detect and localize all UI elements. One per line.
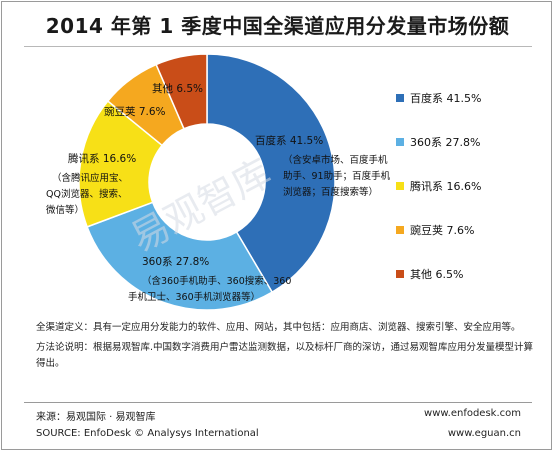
slice-label-3: 腾讯系 16.6% bbox=[68, 152, 136, 165]
slice-label-5: 其他 6.5% bbox=[152, 82, 203, 95]
slice-detail-3-3: 微信等） bbox=[46, 204, 84, 216]
legend-label-5: 其他 6.5% bbox=[410, 268, 463, 281]
legend-swatch-2 bbox=[396, 138, 404, 146]
method-note: 方法论说明：根据易观智库.中国数字消费用户雷达监测数据，以及标杆厂商的深访，通过… bbox=[36, 342, 534, 369]
slice-detail-3-2: QQ浏览器、搜索、 bbox=[46, 188, 127, 200]
slice-3 bbox=[78, 99, 164, 228]
slice-detail-2-2: 手机卫士、360手机浏览器等） bbox=[128, 291, 260, 303]
legend-swatch-3 bbox=[396, 182, 404, 190]
source-url-enfodesk: www.enfodesk.com bbox=[424, 408, 521, 419]
legend-swatch-1 bbox=[396, 94, 404, 102]
legend-swatch-4 bbox=[396, 226, 404, 234]
footer-divider bbox=[24, 402, 532, 403]
slice-5 bbox=[155, 53, 208, 130]
notes-block: 全渠道定义：具有一定应用分发能力的软件、应用、网站，其中包括：应用商店、浏览器、… bbox=[36, 320, 534, 376]
legend-label-2: 360系 27.8% bbox=[410, 136, 480, 149]
legend-swatch-5 bbox=[396, 270, 404, 278]
source-en: SOURCE: EnfoDesk © Analysys Internationa… bbox=[36, 428, 259, 439]
slice-detail-2-1: （含360手机助手、360搜索、360 bbox=[142, 275, 291, 287]
legend-label-4: 豌豆荚 7.6% bbox=[410, 223, 474, 237]
chart-title: 2014 年第 1 季度中国全渠道应用分发量市场份额 bbox=[45, 14, 510, 38]
slice-detail-1-2: 助手、91助手；百度手机 bbox=[283, 170, 391, 182]
legend-label-3: 腾讯系 16.6% bbox=[410, 179, 481, 193]
source-cn: 来源：易观国际 · 易观智库 bbox=[36, 412, 156, 423]
slice-1 bbox=[206, 53, 336, 294]
definition-note: 全渠道定义：具有一定应用分发能力的软件、应用、网站，其中包括：应用商店、浏览器、… bbox=[36, 322, 521, 333]
slice-label-1: 百度系 41.5% bbox=[255, 134, 323, 147]
slice-2 bbox=[86, 201, 274, 311]
slice-label-2: 360系 27.8% bbox=[142, 256, 209, 268]
source-url-eguan: www.eguan.cn bbox=[447, 428, 521, 439]
legend-label-1: 百度系 41.5% bbox=[410, 91, 481, 105]
slice-label-4: 豌豆荚 7.6% bbox=[104, 105, 166, 118]
slice-detail-3-1: （含腾讯应用宝、 bbox=[52, 172, 128, 184]
slice-detail-1-1: （含安卓市场、百度手机 bbox=[283, 154, 388, 166]
slice-detail-1-3: 浏览器；百度搜索等） bbox=[283, 186, 378, 198]
title-divider bbox=[24, 46, 532, 47]
